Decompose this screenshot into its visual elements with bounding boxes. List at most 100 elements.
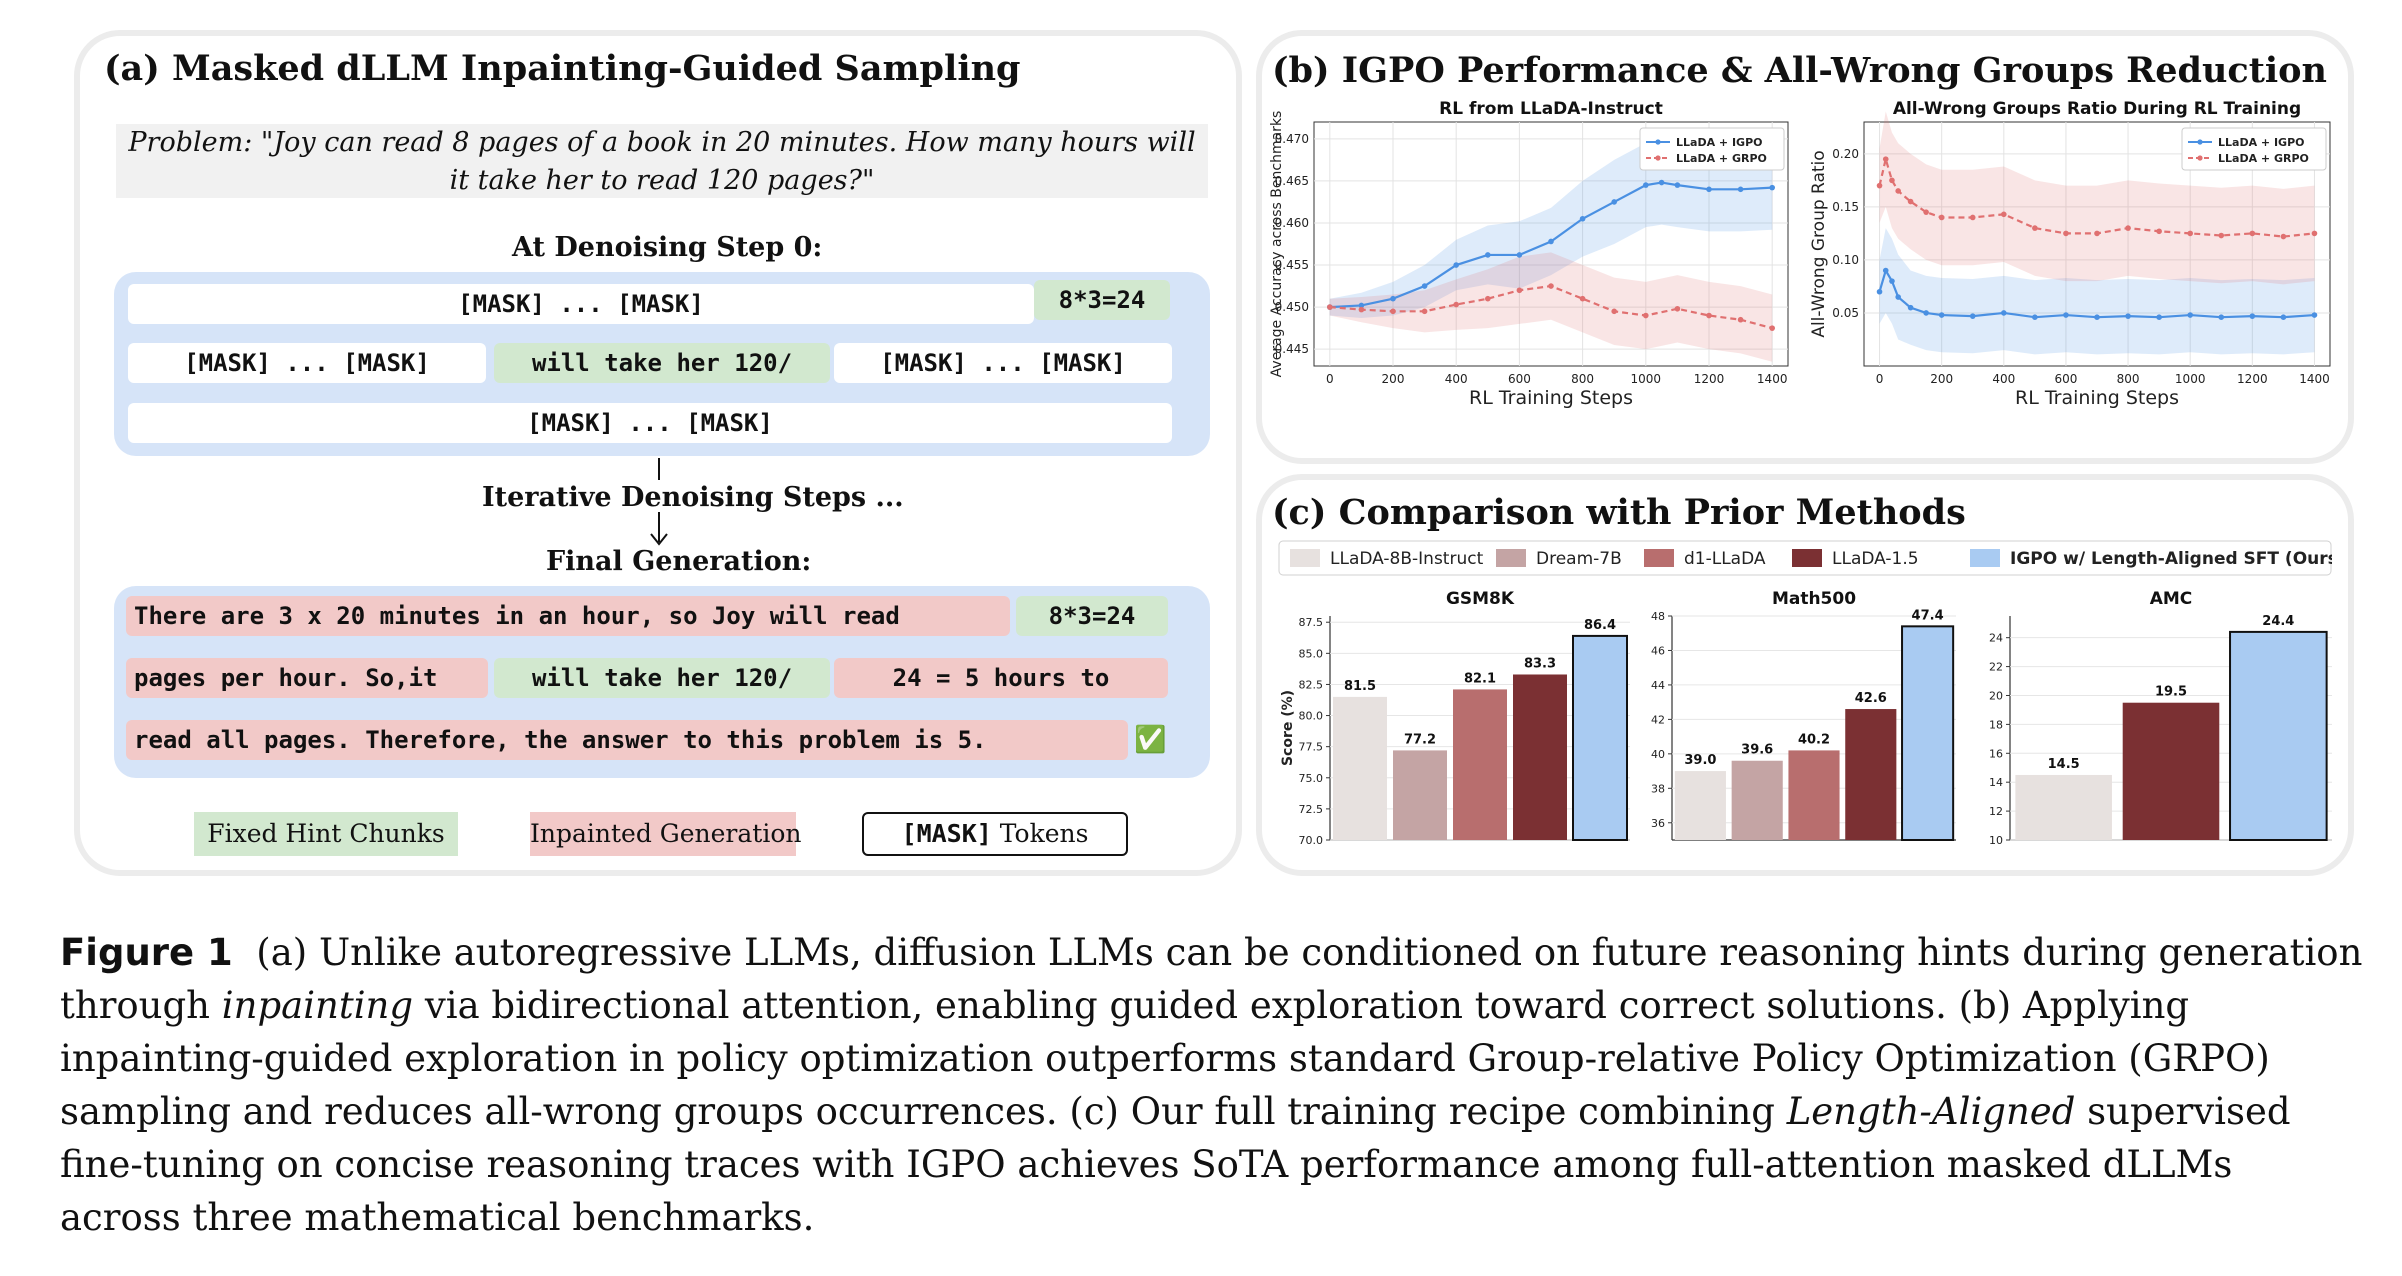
x-tick-label: 400 [1445, 372, 1468, 386]
data-point [1737, 186, 1744, 193]
y-tick-label: 14 [1989, 776, 2003, 789]
hint-chunk: will take her 120/ [494, 343, 830, 383]
caption-line: fine-tuning on concise reasoning traces … [60, 1143, 2233, 1186]
bar [1674, 771, 1726, 840]
inpaint-chunk: read all pages. Therefore, the answer to… [126, 720, 1128, 760]
y-tick-label: 12 [1989, 805, 2003, 818]
data-point [1390, 295, 1396, 302]
y-tick-label: 82.5 [1299, 678, 1324, 691]
data-point [2063, 230, 2069, 237]
data-point [2001, 310, 2007, 316]
figure-caption: Figure 1 (a) Unlike autoregressive LLMs,… [60, 926, 2362, 1244]
data-point [1882, 156, 1889, 162]
x-tick-label: 1400 [2299, 372, 2330, 386]
data-point [1737, 316, 1744, 323]
iterative-label: Iterative Denoising Steps ... [482, 482, 904, 513]
legend-label: IGPO w/ Length-Aligned SFT (Ours) [2010, 549, 2332, 569]
y-tick-label: 80.0 [1299, 710, 1324, 723]
y-tick-label: 0.455 [1275, 258, 1309, 272]
bar-value-label: 81.5 [1344, 679, 1376, 694]
bar [1333, 696, 1387, 840]
y-tick-label: 20 [1989, 689, 2003, 702]
panel-c-title: (c) Comparison with Prior Methods [1272, 492, 1966, 533]
mask-chunk: [MASK] ... [MASK] [128, 284, 1034, 324]
bar [2122, 702, 2220, 840]
data-point [1643, 312, 1649, 319]
confidence-band [1329, 252, 1773, 362]
data-point [1895, 294, 1901, 300]
y-tick-label: 0.470 [1275, 132, 1309, 146]
bar [1845, 709, 1897, 840]
mask-chunk: [MASK] ... [MASK] [128, 403, 1172, 443]
legend-label: LLaDA-8B-Instruct [1330, 549, 1484, 569]
x-tick-label: 0 [1876, 372, 1884, 386]
x-tick-label: 800 [2117, 372, 2140, 386]
legend-box [1639, 127, 1785, 171]
bar-value-label: 42.6 [1855, 691, 1887, 706]
bar-value-label: 47.4 [1912, 608, 1944, 623]
y-tick-label: 0.445 [1275, 342, 1309, 356]
legend-label: LLaDA + IGPO [1676, 136, 1763, 149]
x-tick-label: 1000 [1631, 372, 1662, 386]
data-point [1969, 214, 1976, 221]
all-wrong-ratio-chart: All-Wrong Groups Ratio During RL Trainin… [1809, 99, 2331, 409]
chart-title: All-Wrong Groups Ratio During RL Trainin… [1893, 99, 2301, 119]
data-point [1421, 283, 1428, 289]
inpaint-chunk: 24 = 5 hours to [834, 658, 1168, 698]
y-tick-label: 0.465 [1275, 174, 1309, 188]
y-tick-label: 40 [1651, 748, 1665, 761]
data-point [1548, 283, 1554, 289]
data-point [1516, 287, 1523, 294]
figure-label: Figure 1 [60, 931, 233, 974]
legend-mask-token: [MASK] [901, 819, 992, 848]
y-tick-label: 44 [1651, 679, 1665, 692]
bar-value-label: 86.4 [1584, 618, 1616, 633]
mask-chunk: [MASK] ... [MASK] [834, 343, 1172, 383]
bar-value-label: 82.1 [1464, 671, 1496, 686]
problem-statement: Problem: "Joy can read 8 pages of a book… [116, 124, 1208, 198]
bar-value-label: 39.0 [1684, 753, 1716, 768]
caption-line: Figure 1 (a) Unlike autoregressive LLMs,… [60, 926, 2362, 979]
x-tick-label: 1000 [2175, 372, 2206, 386]
arrow-line [658, 458, 660, 480]
legend-swatch [1792, 549, 1822, 567]
legend-swatch [1290, 549, 1320, 567]
y-tick-label: 75.0 [1299, 772, 1324, 785]
y-tick-label: 36 [1651, 817, 1665, 830]
legend-box [2181, 127, 2327, 171]
legend-swatch [1496, 549, 1526, 567]
hint-chunk: 8*3=24 [1034, 280, 1170, 320]
x-axis-label: RL Training Steps [2015, 387, 2179, 409]
data-point [1938, 214, 1945, 221]
data-point [1358, 302, 1365, 309]
x-tick-label: 200 [1382, 372, 1405, 386]
caption-text: through [60, 984, 222, 1027]
caption-line: across three mathematical benchmarks. [60, 1196, 815, 1239]
bar [2229, 630, 2328, 841]
x-tick-label: 1200 [1694, 372, 1725, 386]
data-point [1611, 308, 1617, 315]
legend-hint: Fixed Hint Chunks [194, 812, 458, 856]
hint-chunk: 8*3=24 [1016, 596, 1168, 636]
data-point [2280, 233, 2287, 240]
data-point [1516, 252, 1523, 258]
data-point [2311, 312, 2318, 318]
y-tick-label: 0.10 [1832, 253, 1859, 267]
inpaint-chunk: pages per hour. So,it [126, 658, 488, 698]
data-point [2032, 225, 2038, 231]
y-tick-label: 42 [1651, 713, 1665, 726]
y-tick-label: 0.450 [1275, 300, 1309, 314]
caption-emphasis: inpainting [221, 984, 414, 1027]
x-tick-label: 600 [2054, 372, 2077, 386]
y-axis-label: All-Wrong Group Ratio [1809, 150, 1829, 337]
y-tick-label: 77.5 [1299, 741, 1324, 754]
final-label: Final Generation: [546, 546, 812, 577]
panel-a-title: (a) Masked dLLM Inpainting-Guided Sampli… [104, 48, 1021, 89]
y-tick-label: 0.15 [1832, 200, 1859, 214]
caption-text: via bidirectional attention, enabling gu… [413, 984, 2190, 1027]
chart-title: Math500 [1772, 589, 1856, 609]
data-point [1485, 295, 1491, 302]
x-tick-label: 600 [1508, 372, 1531, 386]
data-point [1889, 278, 1895, 284]
data-point [1769, 184, 1775, 191]
